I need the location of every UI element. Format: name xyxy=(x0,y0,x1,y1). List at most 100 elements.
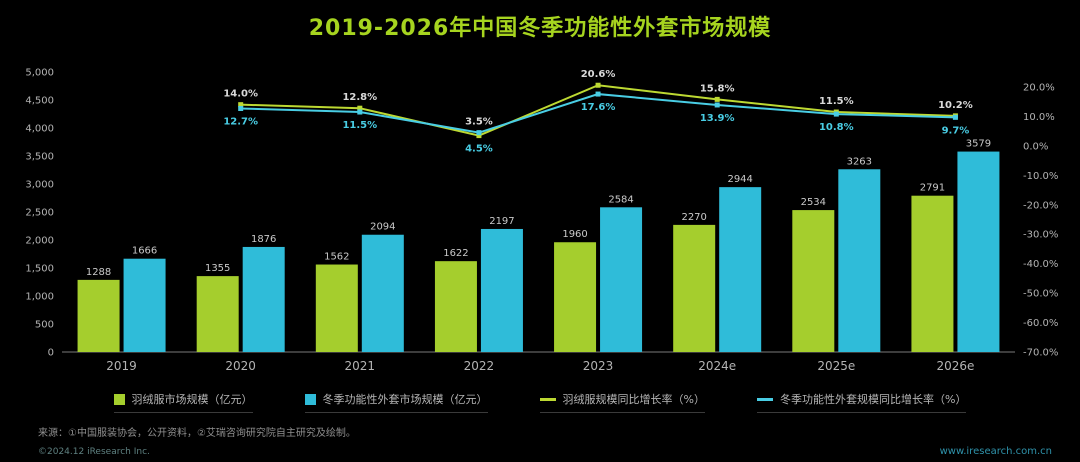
legend-line-marker-icon xyxy=(757,397,773,401)
growth-label-blue: 12.7% xyxy=(223,116,258,127)
growth-label-blue: 11.5% xyxy=(342,120,377,131)
growth-label-blue: 13.9% xyxy=(700,113,735,124)
growth-label-blue: 4.5% xyxy=(465,144,493,155)
growth-label-blue: 17.6% xyxy=(581,102,616,113)
bar xyxy=(196,276,239,352)
legend-item: 羽绒服规模同比增长率（%） xyxy=(539,391,705,413)
growth-label-green: 12.8% xyxy=(342,92,377,103)
y-axis-right-tick: 10.0% xyxy=(1023,112,1055,123)
y-axis-left-tick: 5,000 xyxy=(25,68,54,79)
y-axis-left-tick: 2,000 xyxy=(25,236,54,247)
legend-item: 冬季功能性外套规模同比增长率（%） xyxy=(757,391,967,413)
bar-value-label: 2791 xyxy=(920,183,945,194)
y-axis-left-tick: 2,500 xyxy=(25,208,54,219)
bar xyxy=(434,261,477,352)
y-axis-right-tick: -70.0% xyxy=(1023,348,1058,359)
x-axis-tick: 2025e xyxy=(817,359,855,373)
bar xyxy=(77,279,120,352)
x-axis-tick: 2024e xyxy=(698,359,736,373)
line-marker xyxy=(714,102,720,108)
legend-line-marker-icon xyxy=(539,397,556,401)
bar xyxy=(600,207,643,352)
website-link[interactable]: www.iresearch.com.cn xyxy=(939,446,1052,457)
bar-value-label: 1288 xyxy=(86,267,111,278)
growth-label-blue: 10.8% xyxy=(819,122,854,133)
x-axis-tick: 2021 xyxy=(345,359,376,373)
growth-label-green: 14.0% xyxy=(223,89,258,100)
bar-value-label: 1960 xyxy=(562,229,587,240)
x-axis-tick: 2020 xyxy=(225,359,256,373)
bar-value-label: 2270 xyxy=(681,212,706,223)
line-marker xyxy=(833,111,839,117)
line-marker xyxy=(476,133,482,139)
legend-bar-marker-icon xyxy=(113,393,125,405)
source-note: 来源：①中国服装协会，公开资料，②艾瑞咨询研究院自主研究及绘制。 xyxy=(38,428,356,439)
legend-item: 羽绒服市场规模（亿元） xyxy=(113,391,253,413)
bar xyxy=(957,151,1000,352)
chart-title: 2019-2026年中国冬季功能性外套市场规模 xyxy=(308,16,772,41)
y-axis-right-tick: 0.0% xyxy=(1023,141,1048,152)
line-marker xyxy=(357,109,363,115)
y-axis-left-tick: 1,000 xyxy=(25,292,54,303)
line-marker xyxy=(714,96,720,102)
bar-value-label: 2197 xyxy=(489,216,514,227)
y-axis-right-tick: -30.0% xyxy=(1023,230,1058,241)
growth-label-green: 3.5% xyxy=(465,117,493,128)
bar xyxy=(911,195,954,352)
bar-value-label: 1666 xyxy=(132,246,157,257)
line-marker xyxy=(238,105,244,111)
legend-label: 冬季功能性外套规模同比增长率（%） xyxy=(780,393,967,406)
x-axis-tick: 2019 xyxy=(106,359,137,373)
line-series-1 xyxy=(238,91,958,136)
bar-value-label: 2944 xyxy=(727,174,752,185)
x-axis-tick: 2026e xyxy=(936,359,974,373)
bar-series-0 xyxy=(77,195,954,352)
bar xyxy=(792,210,835,352)
bar xyxy=(242,246,285,352)
legend: 羽绒服市场规模（亿元） 冬季功能性外套市场规模（亿元） 羽绒服规模同比增长率（%） 冬… xyxy=(0,391,1080,413)
y-axis-left-tick: 500 xyxy=(35,320,54,331)
bar-value-label: 1355 xyxy=(205,263,230,274)
bar xyxy=(361,234,404,352)
bar-value-label: 3579 xyxy=(966,139,991,150)
copyright-text: ©2024.12 iResearch Inc. xyxy=(38,446,150,457)
bar-value-label: 2584 xyxy=(608,194,633,205)
y-axis-right-tick: -50.0% xyxy=(1023,289,1058,300)
y-axis-left-labels: 5,000 4,500 4,000 3,500 3,000 2,500 2,000 1,500… xyxy=(25,68,54,359)
bottom-bar: ©2024.12 iResearch Inc. www.iresearch.co… xyxy=(38,446,1052,457)
y-axis-right-tick: -40.0% xyxy=(1023,259,1058,270)
bar xyxy=(719,187,762,352)
line-marker xyxy=(476,130,482,136)
legend-item: 冬季功能性外套市场规模（亿元） xyxy=(304,391,488,413)
line-marker xyxy=(238,102,244,108)
bar xyxy=(480,228,523,352)
growth-label-green: 10.2% xyxy=(938,100,973,111)
line-marker xyxy=(595,91,601,97)
bar xyxy=(123,258,166,352)
bar-series-1 xyxy=(123,151,1000,352)
y-axis-left-tick: 0 xyxy=(48,348,54,359)
y-axis-right-tick: 20.0% xyxy=(1023,83,1055,94)
growth-label-green: 20.6% xyxy=(581,69,616,80)
bar xyxy=(554,242,597,352)
legend-label: 羽绒服市场规模（亿元） xyxy=(131,393,253,406)
bar-value-label: 2094 xyxy=(370,222,395,233)
legend-label: 冬季功能性外套市场规模（亿元） xyxy=(322,393,488,406)
growth-label-green: 15.8% xyxy=(700,83,735,94)
x-axis-tick: 2022 xyxy=(464,359,495,373)
bar-value-label: 2534 xyxy=(801,197,826,208)
y-axis-left-tick: 3,500 xyxy=(25,152,54,163)
y-axis-right-tick: -20.0% xyxy=(1023,200,1058,211)
y-axis-left-tick: 4,500 xyxy=(25,96,54,107)
bar xyxy=(315,264,358,352)
bar xyxy=(838,169,881,352)
y-axis-right-tick: -10.0% xyxy=(1023,171,1058,182)
bar-value-label: 3263 xyxy=(847,156,872,167)
bar-value-label: 1876 xyxy=(251,234,276,245)
bar xyxy=(673,224,716,352)
line-marker xyxy=(357,105,363,111)
growth-label-blue: 9.7% xyxy=(942,125,970,136)
growth-label-green: 11.5% xyxy=(819,96,854,107)
y-axis-left-tick: 3,000 xyxy=(25,180,54,191)
